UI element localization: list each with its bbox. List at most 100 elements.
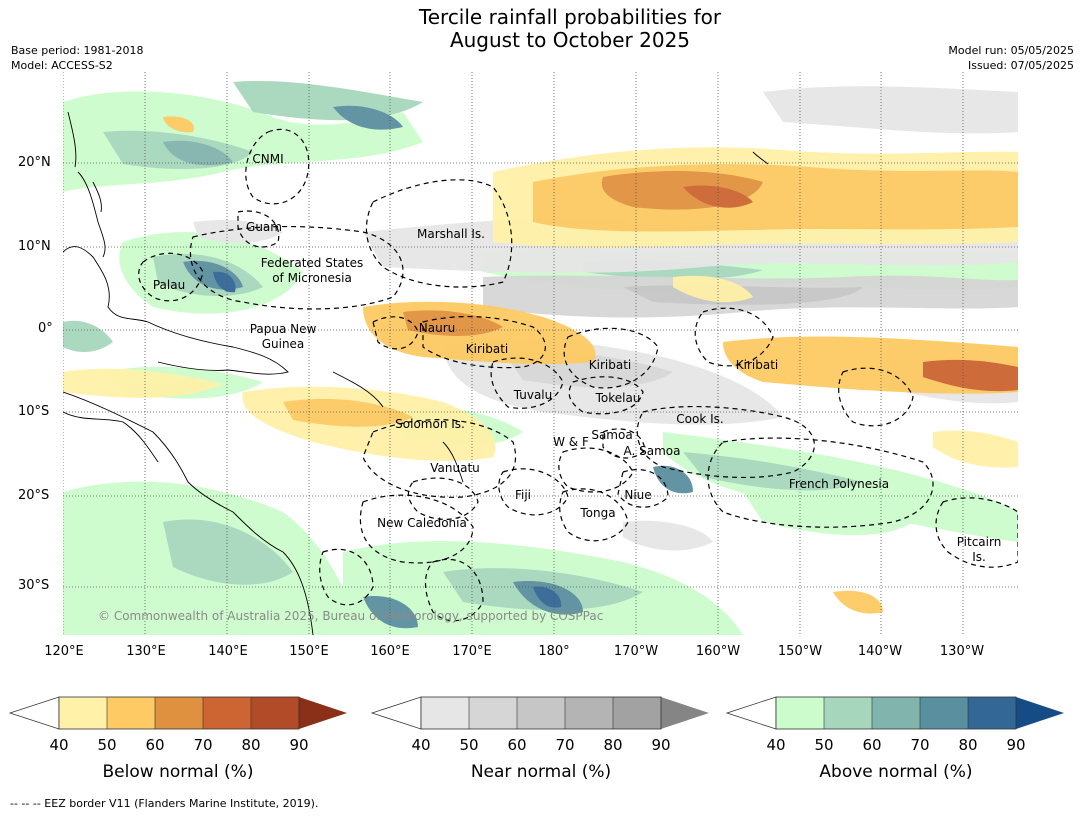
cb-swatch	[613, 697, 661, 729]
region-label: Niue	[624, 488, 652, 502]
lon-label-150w: 150°W	[777, 644, 823, 659]
lon-label-150e: 150°E	[289, 644, 329, 659]
cb-swatch	[968, 697, 1016, 729]
region-label: Kiribati	[735, 358, 779, 372]
eez-borders	[138, 128, 1018, 622]
region-label: French Polynesia	[788, 477, 890, 491]
region-label: New Caledonia	[377, 516, 467, 530]
title-line-2: August to October 2025	[449, 28, 691, 52]
title-line-1: Tercile rainfall probabilities for	[418, 5, 722, 29]
cb-swatch	[824, 697, 872, 729]
issued-date: Issued: 07/05/2025	[967, 59, 1074, 72]
region-label: Tuvalu	[513, 388, 553, 402]
lat-label-0: 0°	[38, 321, 53, 336]
cb-swatch	[251, 697, 299, 729]
cb-tick: 40	[411, 736, 431, 754]
region-label: A. Samoa	[623, 444, 681, 458]
cb-tick: 60	[862, 736, 882, 754]
region-label: W & F	[553, 435, 589, 449]
region-label: Tokelau	[595, 391, 641, 405]
region-label: Cook Is.	[676, 412, 724, 426]
colorbar-below-normal	[8, 696, 347, 730]
cb-swatch	[469, 697, 517, 729]
cb-tick: 40	[766, 736, 786, 754]
cb-swatch	[421, 697, 469, 729]
cb-tick: 50	[97, 736, 117, 754]
cb-swatch	[155, 697, 203, 729]
cb-swatch	[872, 697, 920, 729]
colorbar-near-normal	[370, 696, 709, 730]
cb-swatch	[107, 697, 155, 729]
region-label: Fiji	[514, 488, 532, 502]
region-label: Kiribati	[588, 358, 632, 372]
region-label: of Micronesia	[272, 271, 352, 285]
cb-swatch	[1016, 697, 1064, 729]
lat-label-10n: 10°N	[18, 239, 51, 254]
cb-tick: 70	[910, 736, 930, 754]
copyright-notice: © Commonwealth of Australia 2025, Bureau…	[98, 609, 604, 623]
cb-swatch	[517, 697, 565, 729]
region-label: Kiribati	[465, 342, 509, 356]
base-period: Base period: 1981-2018	[11, 44, 144, 57]
lon-label-160e: 160°E	[370, 644, 410, 659]
region-label: Solomon Is.	[395, 417, 465, 431]
model-name: Model: ACCESS-S2	[11, 59, 113, 72]
region-label: Pitcairn	[956, 535, 1002, 549]
eez-footnote: -- -- -- EEZ border V11 (Flanders Marine…	[10, 797, 319, 810]
model-run: Model run: 05/05/2025	[948, 44, 1074, 57]
lon-label-140w: 140°W	[857, 644, 903, 659]
cb-swatch	[59, 697, 107, 729]
chart-title: Tercile rainfall probabilities for Augus…	[0, 6, 1085, 52]
cb-tick: 40	[49, 736, 69, 754]
region-label: Samoa	[591, 428, 633, 442]
cb-tick: 80	[958, 736, 978, 754]
cb-tick: 80	[603, 736, 623, 754]
colorbar-title-near: Near normal (%)	[470, 762, 612, 782]
region-label: Palau	[152, 278, 186, 292]
lon-label-170e: 170°E	[452, 644, 492, 659]
colorbar-above-normal	[725, 696, 1064, 730]
cb-swatch	[565, 697, 613, 729]
colorbar-title-below: Below normal (%)	[102, 762, 254, 782]
cb-tick: 90	[289, 736, 309, 754]
cb-tick: 50	[814, 736, 834, 754]
lon-label-120e: 120°E	[44, 644, 84, 659]
lat-label-20s: 20°S	[18, 488, 50, 503]
region-label: CNMI	[252, 152, 284, 166]
region-label: Tonga	[580, 506, 616, 520]
info-left: Base period: 1981-2018 Model: ACCESS-S2	[11, 43, 143, 73]
lat-label-20n: 20°N	[18, 155, 51, 170]
below-normal-areas	[63, 116, 1018, 614]
cb-tick: 60	[507, 736, 527, 754]
map-panel	[63, 72, 1018, 635]
probability-map	[63, 72, 1018, 635]
lon-label-160w: 160°W	[695, 644, 741, 659]
coastlines	[63, 111, 769, 635]
colorbar-title-above: Above normal (%)	[819, 762, 973, 782]
cb-tick: 70	[555, 736, 575, 754]
region-label: Federated States	[260, 256, 364, 270]
region-label: Guam	[246, 220, 282, 234]
cb-tick: 70	[193, 736, 213, 754]
cb-tick: 50	[459, 736, 479, 754]
region-label: Vanuatu	[430, 461, 480, 475]
lon-label-180: 180°	[538, 644, 570, 659]
region-label: Nauru	[418, 321, 456, 335]
graticule	[63, 72, 1018, 635]
cb-tick: 80	[241, 736, 261, 754]
cb-tick: 90	[1006, 736, 1026, 754]
cb-tick: 90	[651, 736, 671, 754]
lat-label-30s: 30°S	[18, 578, 50, 593]
lat-label-10s: 10°S	[18, 404, 50, 419]
info-right: Model run: 05/05/2025 Issued: 07/05/2025	[948, 43, 1074, 73]
lon-label-130w: 130°W	[939, 644, 985, 659]
region-label: Is.	[972, 550, 986, 564]
region-label: Guinea	[261, 337, 305, 351]
cb-tick: 60	[145, 736, 165, 754]
lon-label-170w: 170°W	[613, 644, 659, 659]
lon-label-140e: 140°E	[208, 644, 248, 659]
cb-swatch	[661, 697, 709, 729]
cb-swatch	[920, 697, 968, 729]
region-label: Marshall Is.	[417, 227, 485, 241]
lon-label-130e: 130°E	[126, 644, 166, 659]
